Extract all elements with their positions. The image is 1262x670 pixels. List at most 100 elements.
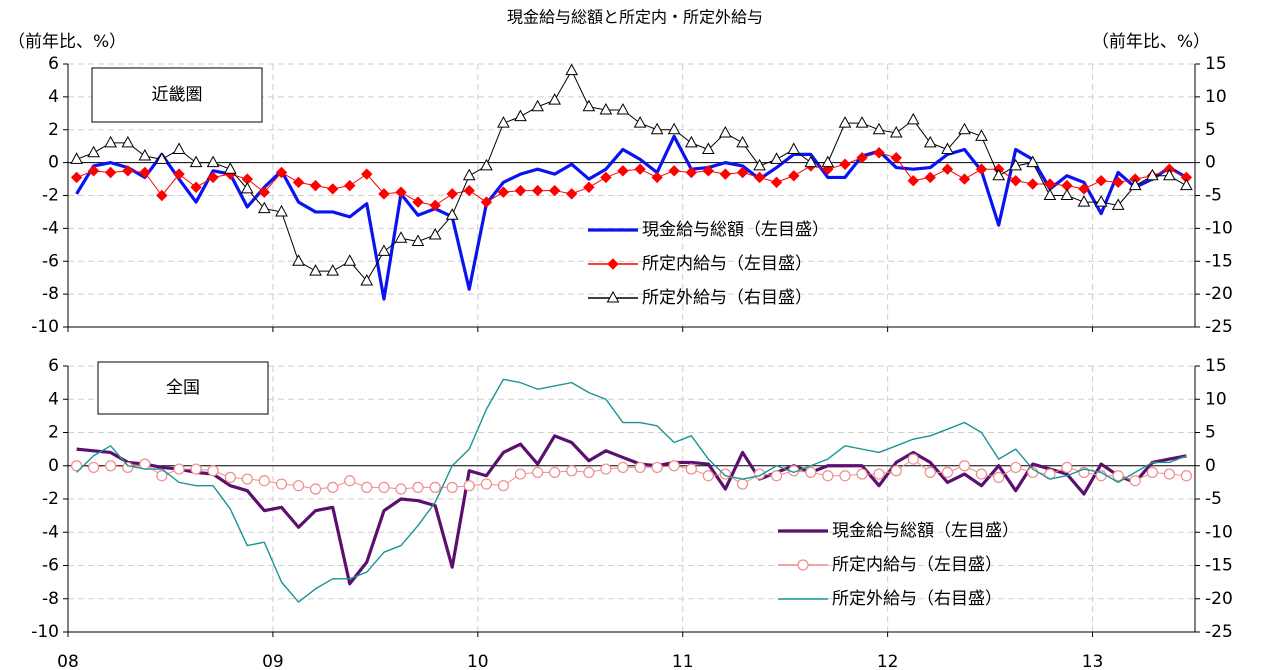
- marker: [548, 93, 562, 105]
- marker: [787, 142, 801, 154]
- marker: [606, 290, 620, 303]
- marker: [190, 181, 202, 193]
- marker: [292, 480, 305, 492]
- marker: [701, 142, 715, 154]
- marker: [275, 204, 288, 217]
- marker: [121, 135, 135, 148]
- marker: [566, 465, 578, 477]
- y-tick-label: -4: [42, 218, 59, 238]
- y2-tick-label: -25: [1205, 317, 1233, 337]
- marker: [667, 122, 681, 135]
- series: [71, 453, 1192, 495]
- marker: [941, 142, 954, 154]
- marker: [206, 155, 220, 168]
- y-tick-label: 0: [48, 456, 59, 476]
- series: [70, 147, 1193, 212]
- marker: [240, 181, 254, 194]
- marker: [173, 168, 185, 180]
- marker: [634, 461, 646, 474]
- marker: [122, 461, 134, 474]
- marker: [104, 135, 117, 148]
- marker: [651, 461, 663, 474]
- marker: [1095, 174, 1107, 187]
- marker: [907, 453, 919, 465]
- marker: [736, 135, 749, 148]
- marker: [600, 463, 612, 475]
- marker: [821, 155, 835, 168]
- marker: [753, 158, 766, 171]
- marker: [172, 142, 186, 154]
- marker: [770, 176, 783, 189]
- marker: [600, 171, 612, 184]
- marker: [1180, 470, 1192, 482]
- y2-tick-label: 15: [1205, 356, 1227, 376]
- y-tick-label: -2: [42, 489, 59, 509]
- marker: [156, 470, 168, 482]
- marker: [958, 173, 971, 185]
- marker: [797, 559, 809, 571]
- marker: [207, 171, 219, 184]
- marker: [173, 463, 185, 475]
- marker: [412, 481, 424, 493]
- marker: [924, 171, 936, 184]
- marker: [480, 196, 493, 208]
- marker: [975, 163, 988, 175]
- marker: [890, 465, 902, 477]
- legend-label: 所定外給与（右目盛）: [642, 288, 812, 308]
- marker: [855, 116, 869, 128]
- marker: [275, 166, 288, 179]
- marker: [805, 466, 817, 478]
- marker: [258, 186, 271, 198]
- y2-tick-label: 15: [1205, 54, 1227, 74]
- y-tick-label: -2: [42, 186, 59, 206]
- marker: [617, 461, 629, 474]
- y2-tick-label: -10: [1205, 522, 1233, 542]
- marker: [668, 165, 680, 177]
- marker: [395, 186, 407, 198]
- marker: [616, 102, 630, 115]
- series-line: [76, 434, 1187, 586]
- marker: [634, 163, 646, 175]
- marker: [241, 473, 253, 485]
- y-tick-label: -10: [31, 622, 59, 642]
- marker: [190, 463, 202, 475]
- marker: [105, 460, 117, 472]
- x-tick-label: 08: [57, 652, 79, 670]
- marker: [907, 174, 919, 187]
- marker: [309, 264, 322, 276]
- marker: [429, 199, 441, 212]
- marker: [514, 109, 527, 122]
- x-tick-label: 09: [262, 652, 284, 670]
- y-tick-label: 4: [48, 389, 59, 409]
- marker: [565, 188, 578, 200]
- annotation-box: [91, 67, 263, 123]
- legend-label: 現金給与総額（左目盛）: [832, 521, 1019, 541]
- legend-label: 所定外給与（右目盛）: [832, 589, 1002, 609]
- y2-tick-label: -15: [1205, 556, 1233, 576]
- y2-tick-label: -25: [1205, 622, 1233, 642]
- marker: [462, 168, 476, 181]
- marker: [753, 171, 766, 184]
- marker: [87, 145, 100, 158]
- marker: [685, 463, 697, 475]
- marker: [104, 166, 117, 179]
- marker: [155, 152, 169, 164]
- marker: [838, 116, 852, 128]
- series: [75, 134, 1188, 301]
- marker: [309, 483, 322, 495]
- marker: [1078, 183, 1090, 195]
- y-tick-label: 4: [48, 87, 59, 107]
- marker: [1061, 461, 1073, 474]
- marker: [607, 258, 619, 270]
- marker: [1027, 178, 1039, 190]
- marker: [514, 184, 527, 197]
- marker: [257, 201, 271, 214]
- marker: [617, 165, 629, 177]
- marker: [497, 186, 510, 198]
- y2-tick-label: 10: [1205, 87, 1227, 107]
- marker: [1077, 195, 1091, 207]
- y2-tick-label: 0: [1205, 456, 1216, 476]
- annotation: 全国: [166, 378, 200, 398]
- marker: [70, 171, 83, 184]
- marker: [412, 196, 424, 208]
